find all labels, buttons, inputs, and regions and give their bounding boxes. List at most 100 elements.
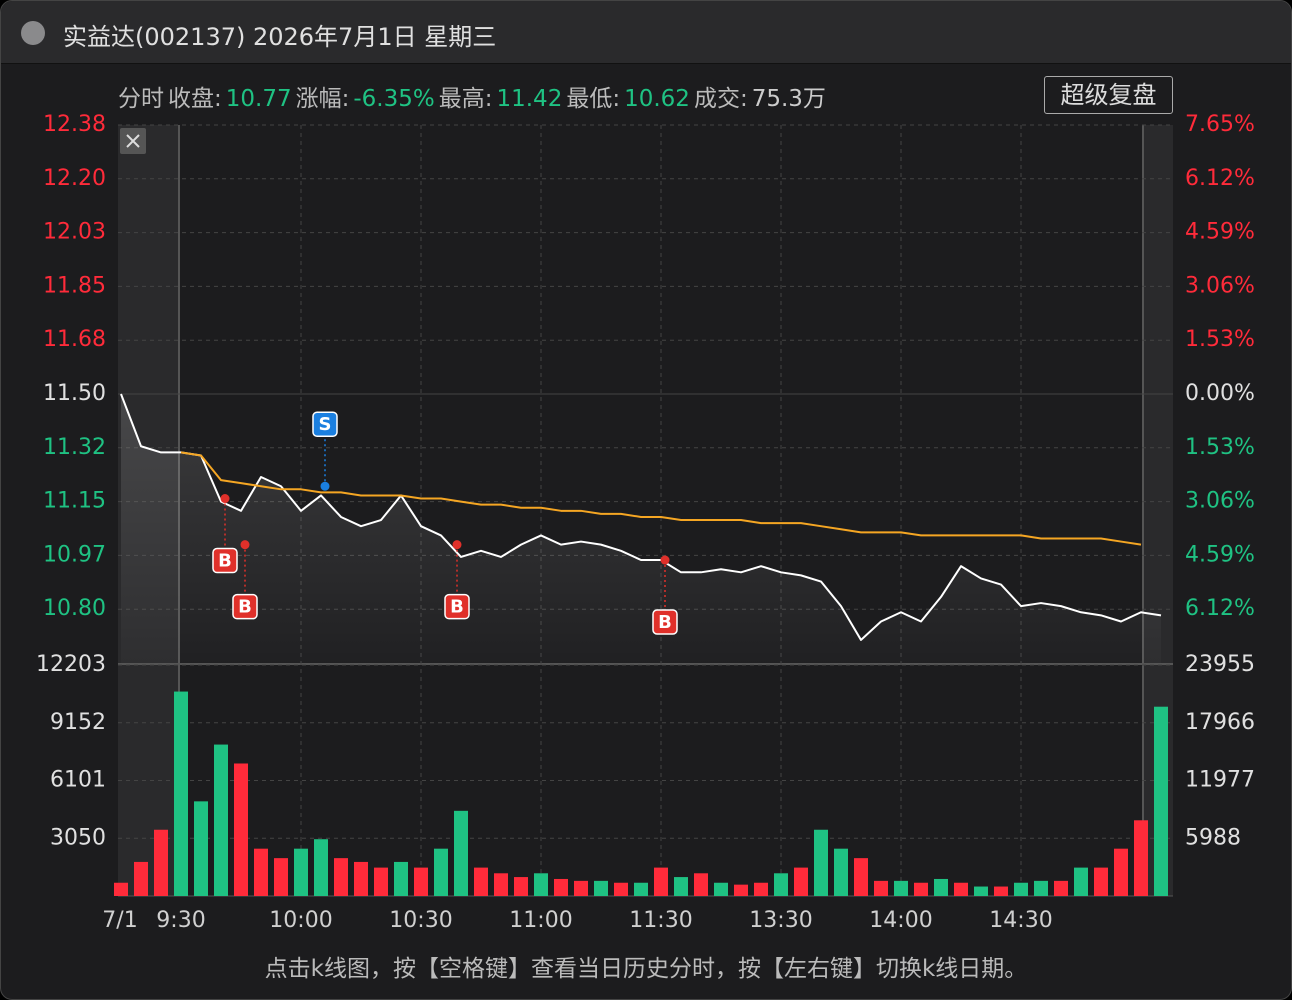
volume-bar xyxy=(774,873,788,896)
x-tick-label: 9:30 xyxy=(156,908,205,933)
y2-tick-label: 1.53% xyxy=(1185,327,1255,352)
info-label: 最低: xyxy=(566,86,621,112)
y-tick-label: 3050 xyxy=(50,825,106,850)
volume-bar xyxy=(254,848,268,896)
signal-point xyxy=(660,555,670,565)
replay-button[interactable]: 超级复盘 xyxy=(1044,76,1173,114)
volume-bar xyxy=(494,873,508,896)
volume-bar xyxy=(414,867,428,896)
volume-bar xyxy=(434,848,448,896)
info-label: 成交: xyxy=(693,86,748,112)
volume-bar xyxy=(274,858,288,896)
average-line xyxy=(180,451,1142,546)
signal-badge xyxy=(212,547,238,574)
volume-bar xyxy=(294,848,308,896)
y2-tick-label: 6.12% xyxy=(1185,166,1255,191)
y-tick-label: 12203 xyxy=(36,652,106,677)
volume-bar xyxy=(1034,880,1048,896)
y-tick-label: 11.50 xyxy=(43,381,106,406)
volume-bar xyxy=(894,880,908,896)
y-tick-label: 12.03 xyxy=(43,220,106,245)
volume-bar xyxy=(1134,820,1148,896)
title-bar: 实益达(002137) 2026年7月1日 星期三 xyxy=(1,1,1291,64)
volume-bar xyxy=(954,882,968,896)
y-tick-label: 9152 xyxy=(50,710,106,735)
y2-tick-label: 3.06% xyxy=(1185,273,1255,298)
x-tick-label: 7/1 xyxy=(102,908,137,933)
info-value: 11.42 xyxy=(496,86,563,112)
volume-bar xyxy=(974,886,988,896)
x-tick-label: 11:00 xyxy=(509,908,572,933)
info-bar: 分时 收盘: 10.77 涨幅: -6.35% 最高: 11.42 最低: 10.62 成交: 75… xyxy=(118,79,830,113)
volume-bar xyxy=(214,744,228,896)
volume-bar xyxy=(554,878,568,896)
close-icon xyxy=(126,134,140,148)
signal-label: S xyxy=(319,414,332,435)
volume-bar xyxy=(834,848,848,896)
volume-bar xyxy=(754,882,768,896)
y-tick-label: 10.97 xyxy=(43,542,106,567)
info-value: 75.3万 xyxy=(751,86,826,112)
mode-label: 分时 xyxy=(118,86,164,112)
signal-label: B xyxy=(450,597,464,618)
info-value: 10.62 xyxy=(624,86,690,112)
info-value: -6.35% xyxy=(353,86,435,112)
x-tick-label: 10:00 xyxy=(269,908,332,933)
y2-tick-label: 1.53% xyxy=(1185,435,1255,460)
y2-tick-label: 17966 xyxy=(1185,710,1255,735)
x-tick-label: 14:30 xyxy=(989,908,1052,933)
volume-bar xyxy=(734,884,748,896)
volume-bar xyxy=(914,882,928,896)
y2-tick-label: 5988 xyxy=(1185,825,1241,850)
price-area xyxy=(121,394,1161,663)
signal-badge xyxy=(312,411,338,437)
signal-badge xyxy=(232,593,258,620)
volume-bar xyxy=(574,880,588,896)
y-tick-label: 10.80 xyxy=(43,596,106,621)
signal-point xyxy=(220,494,230,504)
x-tick-label: 10:30 xyxy=(389,908,452,933)
window-button[interactable] xyxy=(21,21,45,45)
y-tick-label: 11.32 xyxy=(43,435,106,460)
volume-bar xyxy=(1074,867,1088,896)
y-tick-label: 11.68 xyxy=(43,327,106,352)
signal-point xyxy=(240,540,250,550)
y-tick-label: 11.15 xyxy=(43,489,106,514)
volume-bar xyxy=(1054,880,1068,896)
y-tick-label: 6101 xyxy=(50,768,106,793)
volume-bar xyxy=(174,691,188,896)
signal-label: B xyxy=(238,597,252,618)
volume-bar xyxy=(874,880,888,896)
volume-bar xyxy=(614,882,628,896)
volume-bar xyxy=(694,873,708,896)
volume-bar xyxy=(994,886,1008,896)
signal-badge xyxy=(444,593,470,620)
volume-bar xyxy=(134,861,148,896)
info-value: 10.77 xyxy=(225,86,292,112)
y2-tick-label: 3.06% xyxy=(1185,489,1255,514)
info-label: 收盘: xyxy=(168,86,222,112)
y2-tick-label: 11977 xyxy=(1185,768,1255,793)
volume-bar xyxy=(234,763,248,896)
footer-hint: 点击k线图，按【空格键】查看当日历史分时，按【左右键】切换k线日期。 xyxy=(264,956,1028,982)
volume-bar xyxy=(794,867,808,896)
y2-tick-label: 4.59% xyxy=(1185,542,1255,567)
volume-bar xyxy=(374,867,388,896)
volume-bar xyxy=(394,861,408,896)
volume-bar xyxy=(1014,882,1028,896)
y-tick-label: 11.85 xyxy=(43,273,106,298)
volume-bar xyxy=(934,878,948,896)
volume-bar xyxy=(654,867,668,896)
volume-bar xyxy=(1094,867,1108,896)
volume-bar xyxy=(454,810,468,896)
window-title: 实益达(002137) 2026年7月1日 星期三 xyxy=(63,23,497,51)
y2-tick-label: 6.12% xyxy=(1185,596,1255,621)
signal-point xyxy=(452,540,462,550)
volume-bar xyxy=(1154,706,1168,896)
signal-label: B xyxy=(218,551,232,572)
volume-bar xyxy=(594,880,608,896)
volume-bar xyxy=(534,873,548,896)
y-tick-label: 12.38 xyxy=(43,112,106,137)
